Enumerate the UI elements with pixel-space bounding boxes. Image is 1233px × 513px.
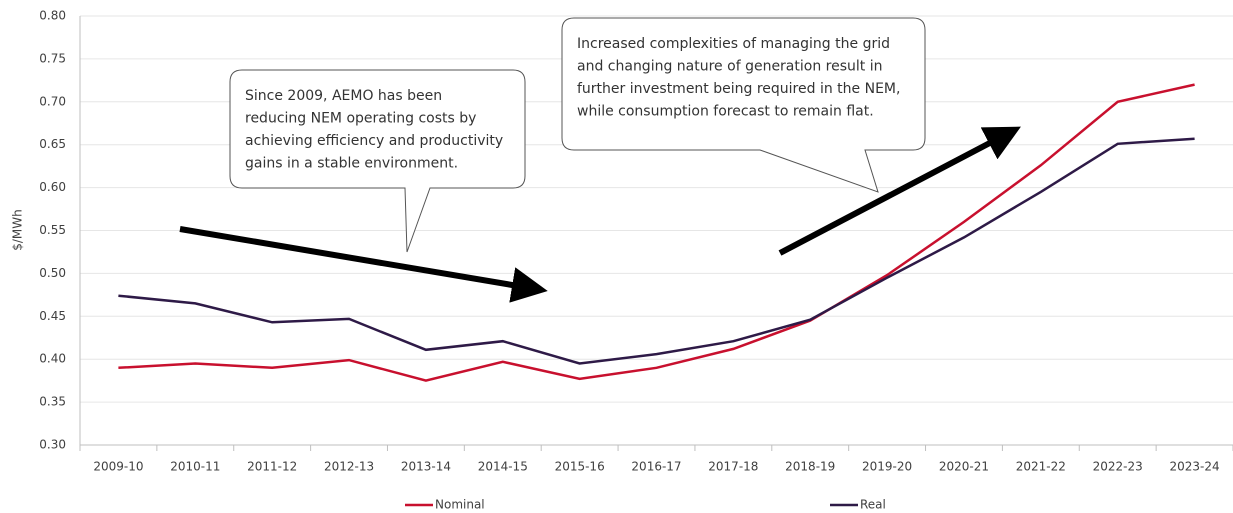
x-tick-label: 2011-12 bbox=[247, 460, 297, 474]
annotation-text: Increased complexities of managing the g… bbox=[577, 36, 890, 52]
x-tick-label: 2020-21 bbox=[939, 460, 989, 474]
trend-arrow bbox=[778, 126, 1021, 256]
series-line bbox=[118, 137, 1195, 365]
annotation-text: further investment being required in the… bbox=[577, 81, 900, 97]
x-tick-label: 2010-11 bbox=[170, 460, 220, 474]
y-tick-label: 0.50 bbox=[39, 266, 66, 280]
y-tick-label: 0.30 bbox=[39, 438, 66, 452]
x-tick-label: 2022-23 bbox=[1093, 460, 1143, 474]
x-tick-label: 2014-15 bbox=[478, 460, 528, 474]
y-tick-label: 0.80 bbox=[39, 9, 66, 23]
x-tick-label: 2017-18 bbox=[708, 460, 758, 474]
annotation-text: and changing nature of generation result… bbox=[577, 59, 882, 75]
y-tick-label: 0.55 bbox=[39, 223, 66, 237]
callout-box bbox=[229, 69, 526, 253]
y-tick-label: 0.45 bbox=[39, 309, 66, 323]
annotation-text: Since 2009, AEMO has been bbox=[245, 88, 442, 104]
y-tick-label: 0.75 bbox=[39, 51, 66, 65]
x-tick-label: 2016-17 bbox=[631, 460, 681, 474]
annotation-text: reducing NEM operating costs by bbox=[245, 111, 476, 127]
series-line bbox=[118, 83, 1195, 382]
annotation-text: while consumption forecast to remain fla… bbox=[577, 104, 874, 120]
x-tick-label: 2012-13 bbox=[324, 460, 374, 474]
annotation-text: gains in a stable environment. bbox=[245, 156, 458, 172]
callout-box bbox=[561, 17, 926, 193]
trend-arrow bbox=[179, 226, 548, 303]
annotation-text: achieving efficiency and productivity bbox=[245, 133, 503, 149]
legend-label: Real bbox=[860, 498, 886, 512]
y-axis-label: $/MWh bbox=[11, 209, 25, 251]
x-tick-label: 2019-20 bbox=[862, 460, 912, 474]
y-tick-label: 0.70 bbox=[39, 94, 66, 108]
y-tick-label: 0.40 bbox=[39, 352, 66, 366]
y-tick-label: 0.60 bbox=[39, 180, 66, 194]
x-tick-label: 2021-22 bbox=[1016, 460, 1066, 474]
y-tick-label: 0.65 bbox=[39, 137, 66, 151]
x-tick-label: 2009-10 bbox=[93, 460, 143, 474]
x-tick-label: 2013-14 bbox=[401, 460, 451, 474]
x-tick-label: 2015-16 bbox=[555, 460, 605, 474]
x-tick-label: 2018-19 bbox=[785, 460, 835, 474]
legend-label: Nominal bbox=[435, 498, 485, 512]
x-tick-label: 2023-24 bbox=[1169, 460, 1219, 474]
y-tick-label: 0.35 bbox=[39, 395, 66, 409]
